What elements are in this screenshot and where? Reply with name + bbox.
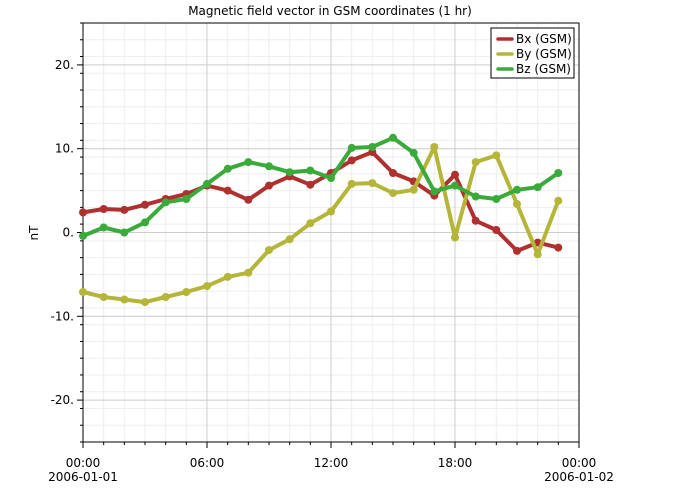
series-point bbox=[182, 288, 191, 296]
series-point bbox=[244, 195, 253, 204]
series-point bbox=[492, 226, 501, 234]
series-point bbox=[244, 158, 253, 167]
series-point bbox=[306, 180, 315, 189]
y-tick-label: 10. bbox=[55, 142, 74, 156]
series-point bbox=[99, 205, 108, 213]
series-point bbox=[389, 169, 397, 177]
series-point bbox=[203, 179, 211, 188]
series-point bbox=[513, 246, 521, 255]
series-3 bbox=[79, 133, 563, 240]
series-point bbox=[471, 158, 480, 167]
grid bbox=[82, 22, 580, 443]
series-point bbox=[347, 179, 356, 188]
series-point bbox=[182, 195, 191, 203]
legend-label: Bz (GSM) bbox=[516, 62, 571, 76]
series-point bbox=[451, 233, 459, 242]
series-point bbox=[120, 295, 129, 304]
series-point bbox=[554, 169, 563, 177]
series-point bbox=[265, 181, 273, 190]
series-point bbox=[533, 250, 542, 259]
series bbox=[79, 133, 563, 307]
y-tick-label: 20. bbox=[55, 58, 74, 72]
series-point bbox=[79, 208, 87, 217]
y-axis-label: nT bbox=[27, 225, 41, 241]
series-point bbox=[79, 231, 87, 240]
y-tick-label: 0. bbox=[63, 226, 74, 240]
series-point bbox=[471, 192, 480, 201]
series-point bbox=[492, 151, 501, 160]
series-point bbox=[120, 228, 129, 237]
series-point bbox=[265, 162, 273, 171]
series-point bbox=[161, 293, 170, 301]
series-point bbox=[451, 181, 459, 190]
series-point bbox=[244, 268, 253, 277]
series-point bbox=[285, 168, 294, 177]
series-point bbox=[265, 246, 273, 255]
series-point bbox=[513, 200, 521, 208]
series-point bbox=[389, 189, 397, 198]
series-point bbox=[554, 196, 563, 205]
series-point bbox=[141, 298, 149, 307]
series-point bbox=[141, 218, 149, 227]
series-point bbox=[161, 198, 170, 207]
series-point bbox=[389, 133, 397, 142]
series-point bbox=[368, 179, 377, 188]
series-point bbox=[368, 143, 377, 151]
x-tick-label: 18:00 bbox=[438, 456, 473, 470]
series-point bbox=[533, 183, 542, 192]
legend-label: Bx (GSM) bbox=[516, 32, 572, 46]
series-point bbox=[120, 205, 129, 214]
series-line bbox=[81, 135, 561, 238]
x-tick-label: 00:00 bbox=[66, 456, 101, 470]
series-point bbox=[347, 143, 356, 152]
series-point bbox=[223, 272, 232, 281]
series-point bbox=[203, 282, 211, 291]
x-tick-label: 06:00 bbox=[190, 456, 225, 470]
series-point bbox=[99, 293, 108, 301]
series-point bbox=[306, 219, 315, 228]
series-line bbox=[81, 150, 561, 253]
x-tick-date-label: 2006-01-02 bbox=[544, 470, 614, 484]
legend: Bx (GSM)By (GSM)Bz (GSM) bbox=[490, 27, 575, 79]
series-point bbox=[99, 223, 108, 232]
x-tick-label: 00:00 bbox=[562, 456, 597, 470]
series-2 bbox=[79, 143, 563, 307]
series-point bbox=[306, 166, 315, 175]
chart-title: Magnetic field vector in GSM coordinates… bbox=[188, 4, 472, 18]
series-point bbox=[430, 143, 439, 151]
y-tick-label: -20. bbox=[51, 393, 74, 407]
y-tick-label: -10. bbox=[51, 309, 74, 323]
series-point bbox=[223, 164, 232, 173]
legend-label: By (GSM) bbox=[516, 47, 572, 61]
x-tick-label: 12:00 bbox=[314, 456, 349, 470]
series-point bbox=[554, 243, 563, 252]
series-point bbox=[430, 187, 439, 196]
series-point bbox=[409, 185, 418, 194]
series-point bbox=[451, 170, 459, 179]
series-point bbox=[285, 235, 294, 244]
series-point bbox=[492, 195, 501, 203]
series-point bbox=[223, 186, 232, 195]
series-point bbox=[347, 156, 356, 165]
series-point bbox=[327, 174, 335, 182]
series-point bbox=[141, 200, 149, 209]
series-point bbox=[79, 288, 87, 296]
series-point bbox=[513, 185, 521, 194]
x-tick-date-label: 2006-01-01 bbox=[48, 470, 118, 484]
series-point bbox=[409, 148, 418, 157]
series-point bbox=[471, 216, 480, 225]
series-point bbox=[327, 207, 335, 216]
series-1 bbox=[79, 148, 563, 255]
